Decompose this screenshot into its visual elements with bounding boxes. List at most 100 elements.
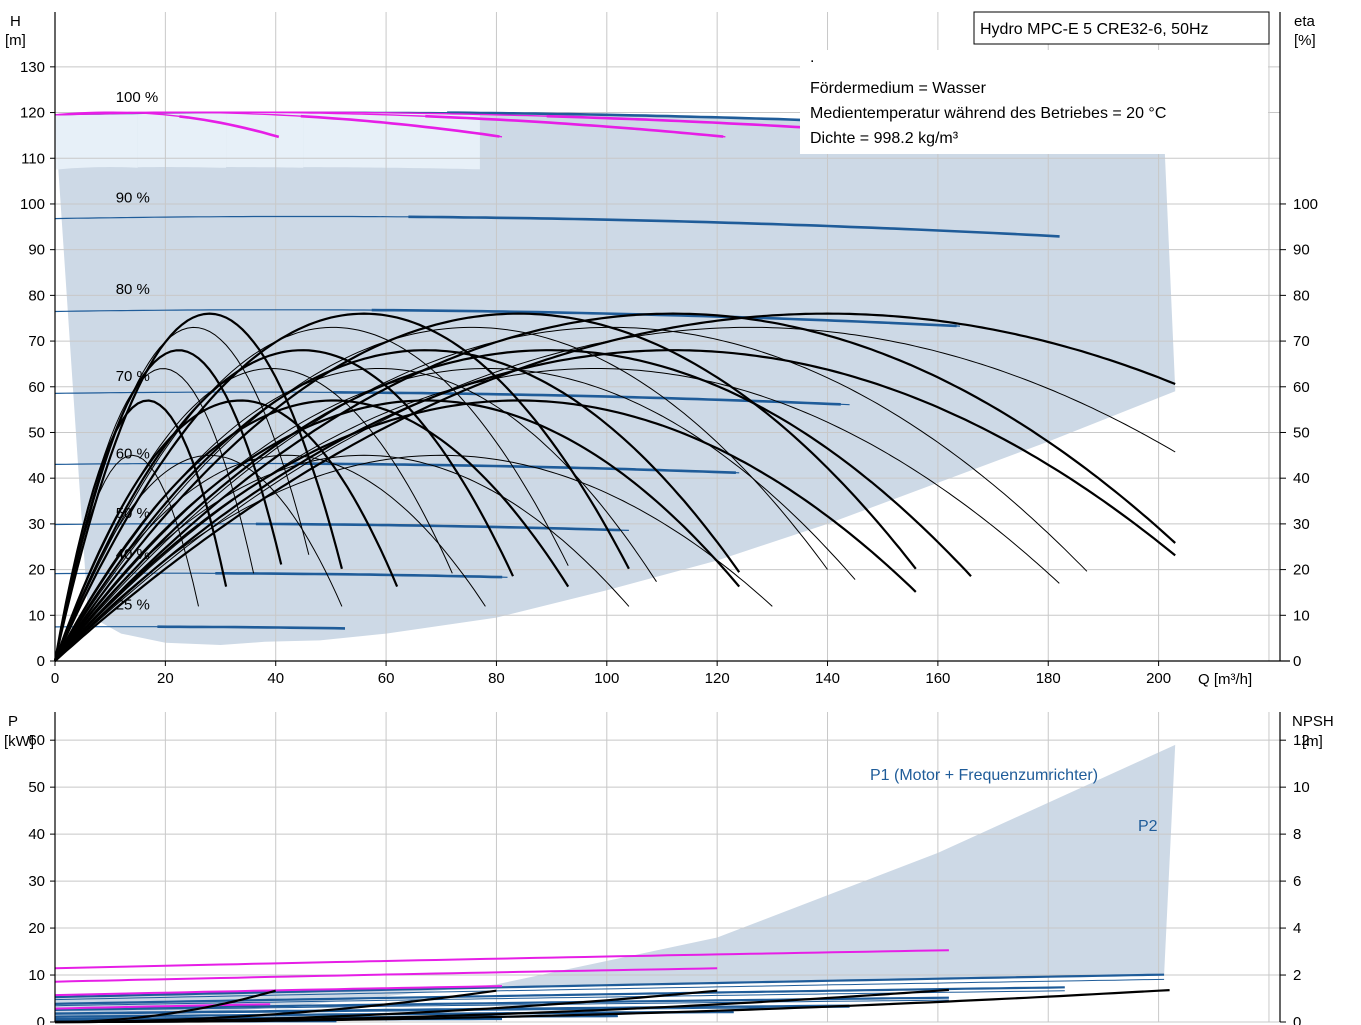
npsh-tick-label: 12 bbox=[1293, 732, 1310, 749]
y2-tick-label: 90 bbox=[1293, 242, 1310, 259]
note-0: . bbox=[810, 49, 814, 66]
npsh-tick-label: 8 bbox=[1293, 826, 1301, 843]
npsh-tick-label: 2 bbox=[1293, 967, 1301, 984]
speed-label: 40 % bbox=[116, 546, 150, 563]
power-envelope-area bbox=[55, 744, 1176, 1022]
title-box bbox=[973, 11, 1270, 45]
x-tick-label: 100 bbox=[594, 670, 619, 687]
y-tick-label: 10 bbox=[28, 607, 45, 624]
power-tick-label: 20 bbox=[28, 920, 45, 937]
y2-axis-label: eta bbox=[1294, 13, 1316, 30]
efficiency-curve bbox=[54, 312, 1176, 662]
power-curve bbox=[54, 973, 1165, 999]
y-tick-label: 120 bbox=[20, 105, 45, 122]
efficiency-curve bbox=[54, 326, 1088, 662]
y2-tick-label: 0 bbox=[1293, 653, 1301, 670]
efficiency-curve bbox=[53, 399, 228, 662]
top-curves: 100 % 90 % 80 % 70 % 60 % 50 % 40 % 25 % bbox=[53, 89, 1176, 662]
power-curves bbox=[54, 949, 1170, 1024]
power-tick-label: 30 bbox=[28, 873, 45, 890]
npsh-axis-unit: [m] bbox=[1302, 733, 1323, 750]
speed-label: 90 % bbox=[116, 190, 150, 207]
power-curve bbox=[54, 1004, 850, 1015]
bottom-grid bbox=[54, 712, 1280, 1023]
power-axis-unit: [kW] bbox=[4, 733, 34, 750]
power-pump-count-curve bbox=[54, 967, 718, 983]
power-pump-count-curve bbox=[54, 985, 503, 997]
y2-tick-label: 70 bbox=[1293, 333, 1310, 350]
pump-count-curve-operating bbox=[179, 115, 280, 139]
y2-tick-label: 20 bbox=[1293, 562, 1310, 579]
npsh-axis-label: NPSH bbox=[1292, 713, 1334, 730]
note-medium: Fördermedium = Wasser bbox=[810, 80, 987, 97]
y2-tick-label: 10 bbox=[1293, 607, 1310, 624]
y-tick-label: 60 bbox=[28, 379, 45, 396]
efficiency-curve bbox=[54, 349, 1176, 662]
y-tick-label: 70 bbox=[28, 333, 45, 350]
efficiency-curve bbox=[54, 326, 310, 662]
speed-curve-operating bbox=[408, 215, 1060, 238]
pump-count-curve-operating bbox=[425, 114, 724, 138]
efficiency-curve bbox=[54, 399, 917, 662]
envelope-highlight bbox=[55, 113, 138, 170]
efficiency-curve bbox=[54, 399, 741, 662]
efficiency-curve bbox=[54, 349, 972, 662]
speed-label: 25 % bbox=[116, 596, 150, 613]
efficiency-curve bbox=[53, 312, 343, 662]
y2-tick-label: 30 bbox=[1293, 516, 1310, 533]
speed-label: 80 % bbox=[116, 281, 150, 298]
efficiency-curve bbox=[54, 326, 828, 662]
speed-label: 60 % bbox=[116, 445, 150, 462]
power-envelope bbox=[55, 744, 1176, 1022]
y-tick-label: 110 bbox=[21, 150, 45, 167]
envelope-area bbox=[55, 112, 1176, 645]
power-tick-label: 40 bbox=[28, 826, 45, 843]
power-curve bbox=[54, 986, 1065, 1005]
efficiency-curve bbox=[54, 454, 486, 662]
pump-count-curve-operating bbox=[300, 114, 500, 138]
p2-series-label: P2 bbox=[1138, 818, 1158, 835]
y2-tick-label: 100 bbox=[1293, 196, 1318, 213]
x-tick-label: 0 bbox=[51, 670, 59, 687]
y-tick-label: 90 bbox=[28, 242, 45, 259]
y2-tick-label: 50 bbox=[1293, 424, 1310, 441]
x-tick-label: 20 bbox=[157, 670, 174, 687]
note-temperature: Medientemperatur während des Betriebes =… bbox=[810, 105, 1166, 122]
power-tick-label: 10 bbox=[28, 967, 45, 984]
power-axis-label: P bbox=[8, 713, 18, 730]
power-tick-label: 0 bbox=[37, 1014, 45, 1025]
y-tick-label: 80 bbox=[28, 287, 45, 304]
x-tick-label: 180 bbox=[1036, 670, 1061, 687]
npsh-tick-label: 4 bbox=[1293, 920, 1301, 937]
x-axis-label: Q [m³/h] bbox=[1198, 671, 1252, 688]
y-tick-label: 20 bbox=[28, 562, 45, 579]
chart-title: Hydro MPC-E 5 CRE32-6, 50Hz bbox=[980, 21, 1209, 38]
npsh-tick-label: 10 bbox=[1293, 779, 1310, 796]
efficiency-curve bbox=[54, 454, 199, 662]
notes-box bbox=[800, 50, 1268, 154]
power-pump-count-curve bbox=[54, 949, 949, 970]
efficiency-curve bbox=[54, 454, 773, 662]
efficiency-curve bbox=[54, 312, 917, 662]
efficiency-curve bbox=[54, 349, 741, 662]
speed-label: 50 % bbox=[116, 505, 150, 522]
speed-curve-operating bbox=[255, 522, 621, 532]
power-pump-count-curve bbox=[54, 1003, 271, 1010]
x-tick-label: 200 bbox=[1146, 670, 1171, 687]
power-tick-label: 60 bbox=[28, 732, 45, 749]
x-tick-label: 120 bbox=[705, 670, 730, 687]
y-tick-label: 100 bbox=[20, 196, 45, 213]
efficiency-curve bbox=[54, 326, 1176, 662]
speed-curve-operating bbox=[294, 462, 736, 474]
speed-label: 70 % bbox=[116, 368, 150, 385]
efficiency-curve bbox=[54, 399, 570, 662]
operating-envelope bbox=[55, 112, 1176, 645]
speed-label: 100 % bbox=[116, 89, 159, 106]
efficiency-curve bbox=[53, 399, 399, 662]
y-tick-label: 40 bbox=[28, 470, 45, 487]
y-tick-label: 0 bbox=[37, 653, 45, 670]
p1-series-label: P1 (Motor + Frequenzumrichter) bbox=[870, 767, 1098, 784]
x-tick-label: 160 bbox=[925, 670, 950, 687]
